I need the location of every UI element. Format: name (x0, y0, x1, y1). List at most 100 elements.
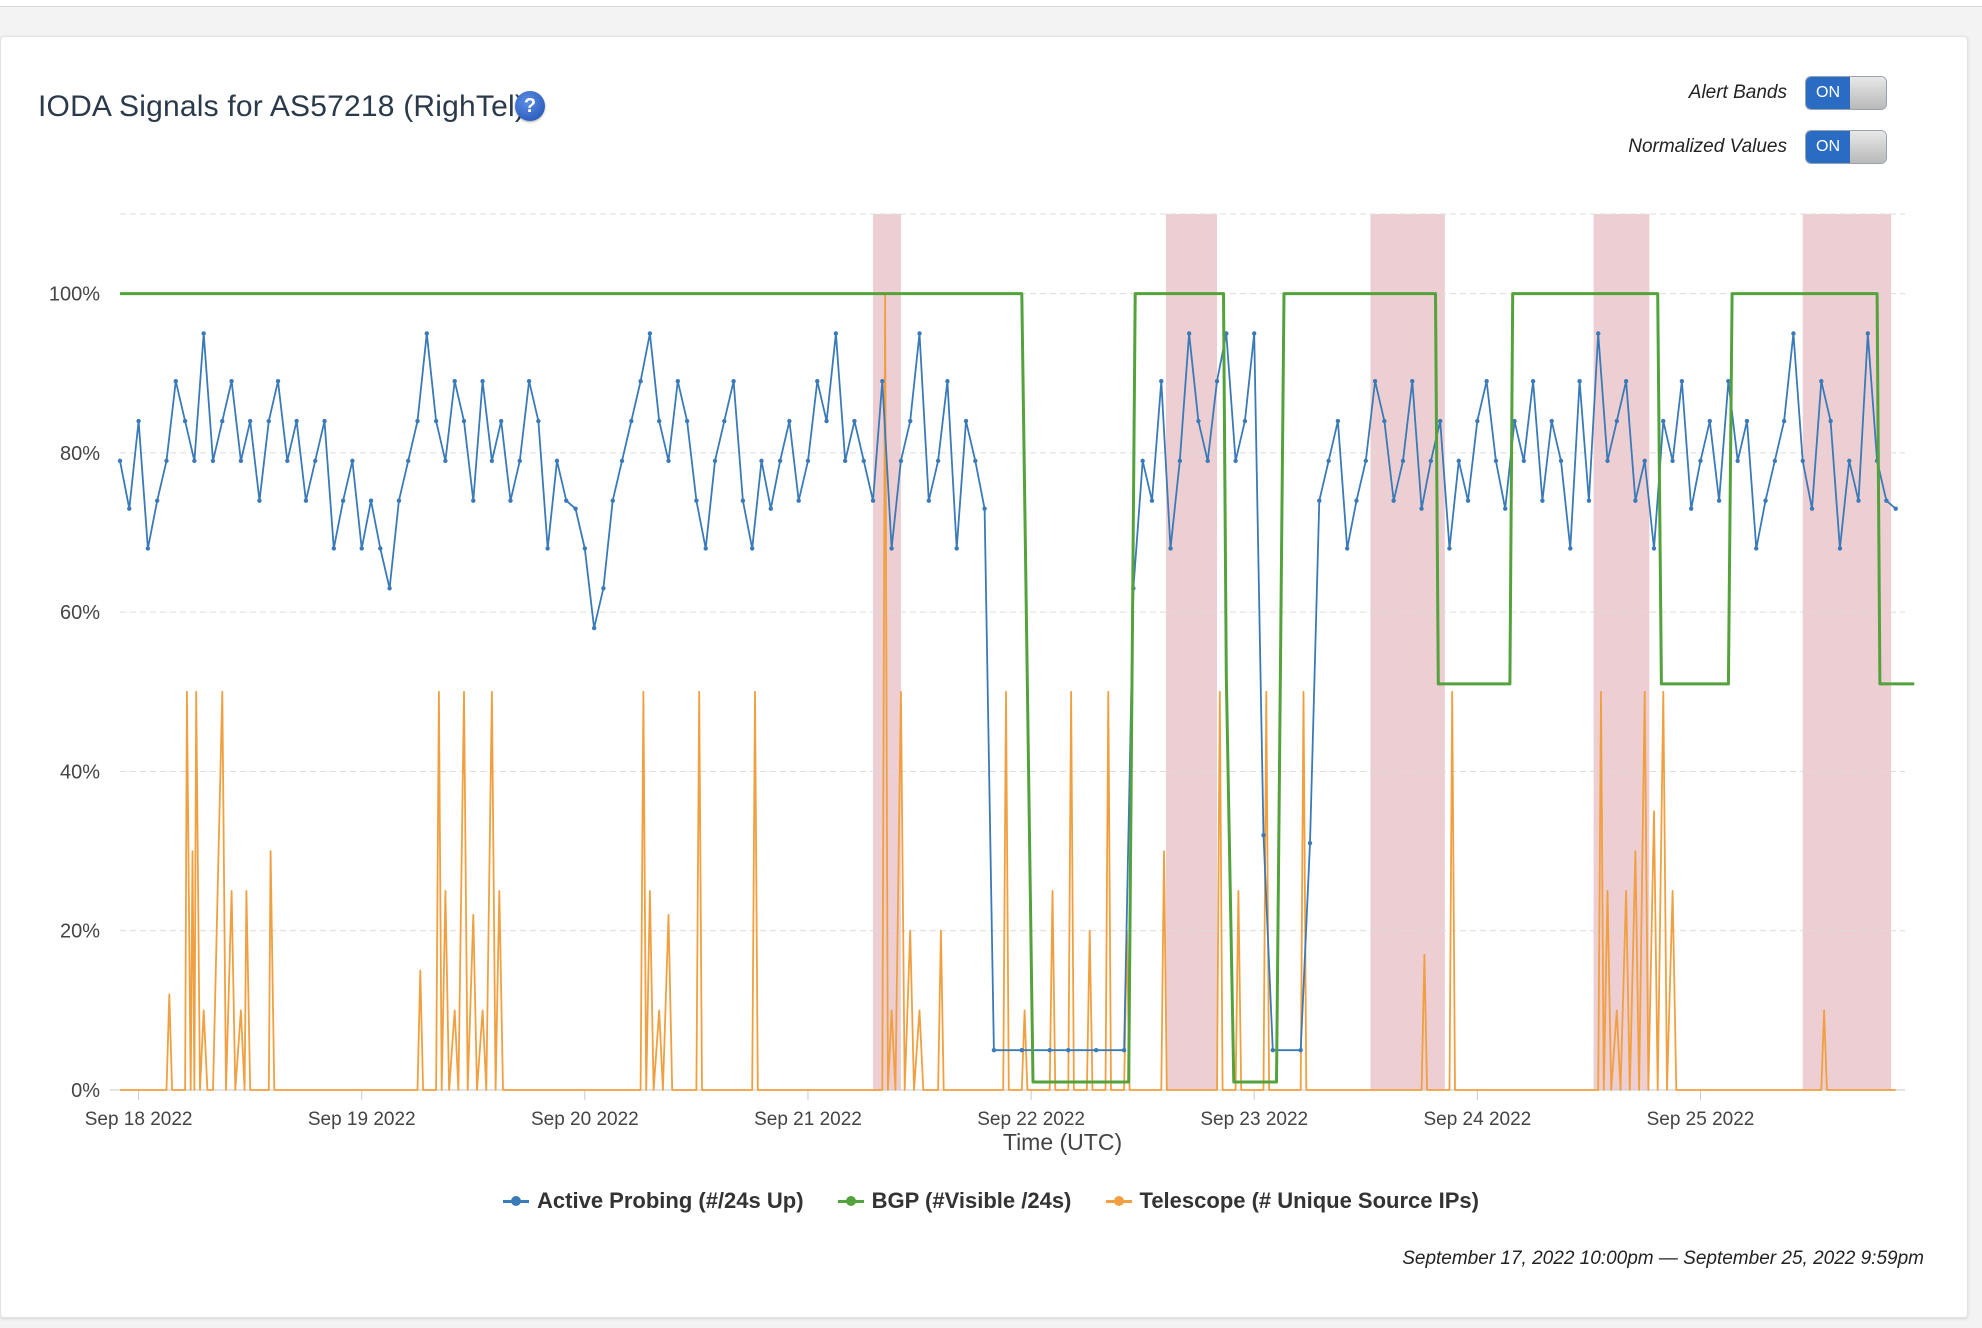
data-point (1326, 458, 1331, 464)
data-point (1047, 1047, 1052, 1053)
data-point (1698, 458, 1703, 464)
data-point (136, 418, 141, 424)
data-point (127, 506, 132, 511)
data-point (675, 379, 681, 384)
data-point (480, 379, 485, 384)
data-point (1707, 418, 1712, 424)
data-point (443, 458, 448, 464)
data-point (517, 458, 522, 464)
question-circle-icon[interactable]: ? (515, 91, 545, 121)
toggle-knob (1850, 131, 1886, 163)
data-point (1521, 458, 1527, 464)
data-point (498, 418, 504, 424)
legend-item-telescope[interactable]: Telescope (# Unique Source IPs) (1105, 1188, 1479, 1214)
legend-label: Telescope (# Unique Source IPs) (1139, 1188, 1479, 1213)
data-point (805, 458, 811, 464)
x-axis-title: Time (UTC) (1003, 1129, 1122, 1155)
data-point (1186, 331, 1192, 336)
data-point (1605, 458, 1610, 464)
data-point (1540, 498, 1545, 503)
data-point (982, 506, 987, 511)
data-point (991, 1047, 997, 1053)
page-title: IODA Signals for AS57218 (RighTel) (38, 90, 526, 123)
chart-legend: Active Probing (#/24s Up) BGP (#Visible … (0, 1188, 1982, 1214)
data-point (1512, 418, 1517, 424)
data-point (1121, 1047, 1127, 1053)
x-tick-label: Sep 19 2022 (308, 1109, 416, 1130)
data-point (433, 418, 439, 424)
data-point (1456, 458, 1461, 464)
data-point (833, 331, 839, 336)
data-point (489, 458, 495, 464)
data-point (1503, 506, 1508, 511)
data-point (173, 379, 178, 384)
data-point (1856, 498, 1861, 503)
legend-symbol (1105, 1194, 1132, 1208)
data-point (285, 458, 290, 464)
data-point (908, 418, 913, 424)
data-point (1177, 458, 1183, 464)
data-point (424, 331, 429, 336)
y-tick-label: 60% (60, 602, 100, 624)
data-point (164, 458, 169, 464)
normalized-values-toggle-state: ON (1806, 131, 1850, 163)
y-tick-label: 20% (60, 921, 100, 943)
data-point (722, 418, 727, 424)
data-point (1363, 458, 1368, 464)
data-point (601, 586, 606, 591)
data-point (461, 418, 467, 424)
legend-item-active-probing[interactable]: Active Probing (#/24s Up) (503, 1188, 804, 1214)
normalized-values-label: Normalized Values (1628, 136, 1787, 157)
data-point (508, 498, 513, 503)
data-point (796, 498, 801, 503)
data-point (787, 418, 792, 424)
data-point (1475, 418, 1480, 424)
alert-bands-label: Alert Bands (1688, 82, 1787, 103)
data-point (1828, 418, 1833, 424)
x-tick-label: Sep 21 2022 (754, 1109, 862, 1130)
legend-label: BGP (#Visible /24s) (871, 1188, 1072, 1213)
data-point (340, 498, 346, 503)
data-point (1159, 379, 1164, 384)
y-tick-label: 100% (49, 284, 100, 306)
data-point (247, 418, 253, 424)
data-point (666, 458, 671, 464)
data-point (1391, 498, 1396, 503)
data-point (1549, 418, 1554, 424)
data-point (1382, 418, 1387, 424)
data-point (1800, 458, 1805, 464)
data-point (1754, 546, 1759, 551)
data-point (1819, 379, 1824, 384)
data-point (331, 546, 337, 551)
data-point (954, 546, 959, 551)
data-point (117, 458, 123, 464)
data-point (1447, 546, 1452, 551)
data-point (564, 498, 569, 503)
data-point (1633, 498, 1638, 503)
signals-chart: 0% 20% 40% 60% 80% 100% Sep 18 2022 Sep 19 2022… (49, 213, 1915, 1155)
data-point (1214, 379, 1220, 384)
alert-bands-toggle[interactable]: ON (1805, 76, 1887, 110)
alert-bands-toggle-row: Alert Bands ON (1689, 76, 1887, 110)
data-point (545, 546, 550, 551)
data-point (647, 331, 653, 336)
data-point (1577, 379, 1582, 384)
data-point (712, 458, 718, 464)
data-point (1298, 1047, 1303, 1053)
legend-item-bgp[interactable]: BGP (#Visible /24s) (837, 1188, 1072, 1214)
x-tick-label: Sep 20 2022 (531, 1109, 639, 1130)
data-point (1252, 331, 1257, 336)
data-point (359, 546, 364, 551)
data-point (573, 506, 578, 511)
data-point (145, 546, 151, 551)
data-point (824, 418, 829, 424)
data-point (210, 458, 216, 464)
data-point (1335, 418, 1341, 424)
data-point (526, 379, 532, 384)
alert-band (1370, 214, 1445, 1090)
data-point (1465, 498, 1471, 503)
data-point (1772, 458, 1778, 464)
normalized-values-toggle[interactable]: ON (1805, 130, 1887, 164)
y-tick-label: 0% (71, 1080, 100, 1102)
data-point (1596, 331, 1601, 336)
